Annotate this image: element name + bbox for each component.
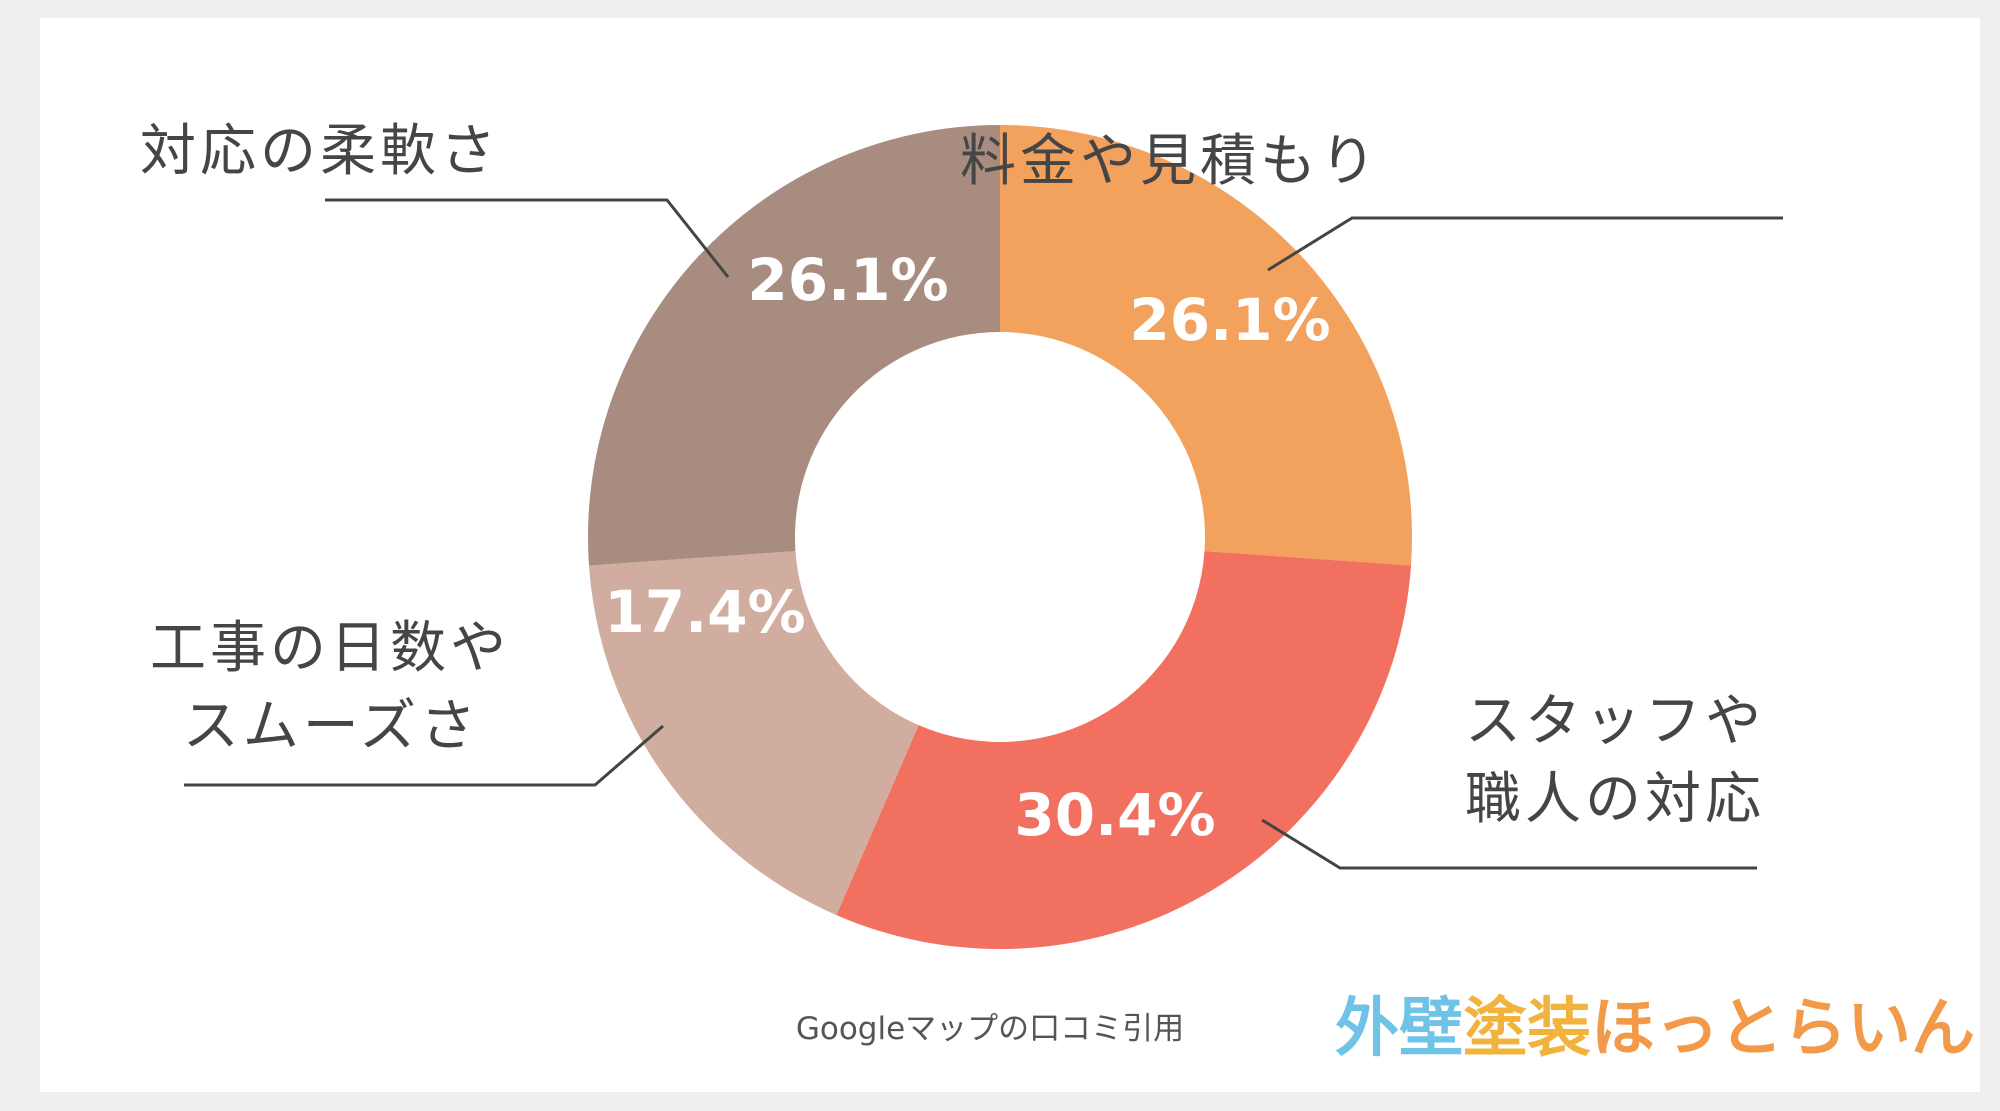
brand-logo: 外壁塗装ほっとらいん	[1335, 992, 1975, 1066]
value-label-2: 30.4%	[1014, 781, 1215, 849]
slice-4	[588, 125, 1000, 566]
value-label-1: 26.1%	[1129, 286, 1330, 354]
slice-3	[588, 551, 919, 916]
leader-line-1	[1267, 216, 1783, 272]
category-label-1-line-1: 料金や見積もり	[960, 129, 1380, 194]
logo-part-1: 外壁	[1335, 992, 1463, 1066]
value-label-4: 26.1%	[747, 246, 948, 314]
leader-line-group	[184, 198, 1783, 870]
value-label-3: 17.4%	[604, 578, 805, 646]
leader-line-2	[1261, 818, 1757, 870]
category-label-4-line-1: 対応の柔軟さ	[140, 119, 500, 184]
slice-1	[1000, 125, 1412, 566]
category-label-2-line-1: スタッフや	[1465, 689, 1765, 754]
logo-part-2: 塗装	[1463, 992, 1591, 1066]
source-note: Googleマップの口コミ引用	[796, 1011, 1184, 1047]
slice-group	[588, 125, 1412, 949]
category-label-3-line-2: スムーズさ	[183, 694, 480, 759]
leader-line-3	[184, 724, 664, 787]
slice-2	[836, 551, 1412, 949]
category-label-3-line-1: 工事の日数や	[150, 616, 510, 681]
category-label-2-line-2: 職人の対応	[1465, 767, 1765, 832]
value-label-group: 26.1% 30.4% 17.4% 26.1%	[604, 246, 1330, 849]
leader-line-4	[325, 198, 730, 278]
logo-part-3: ほっとらいん	[1591, 992, 1975, 1066]
